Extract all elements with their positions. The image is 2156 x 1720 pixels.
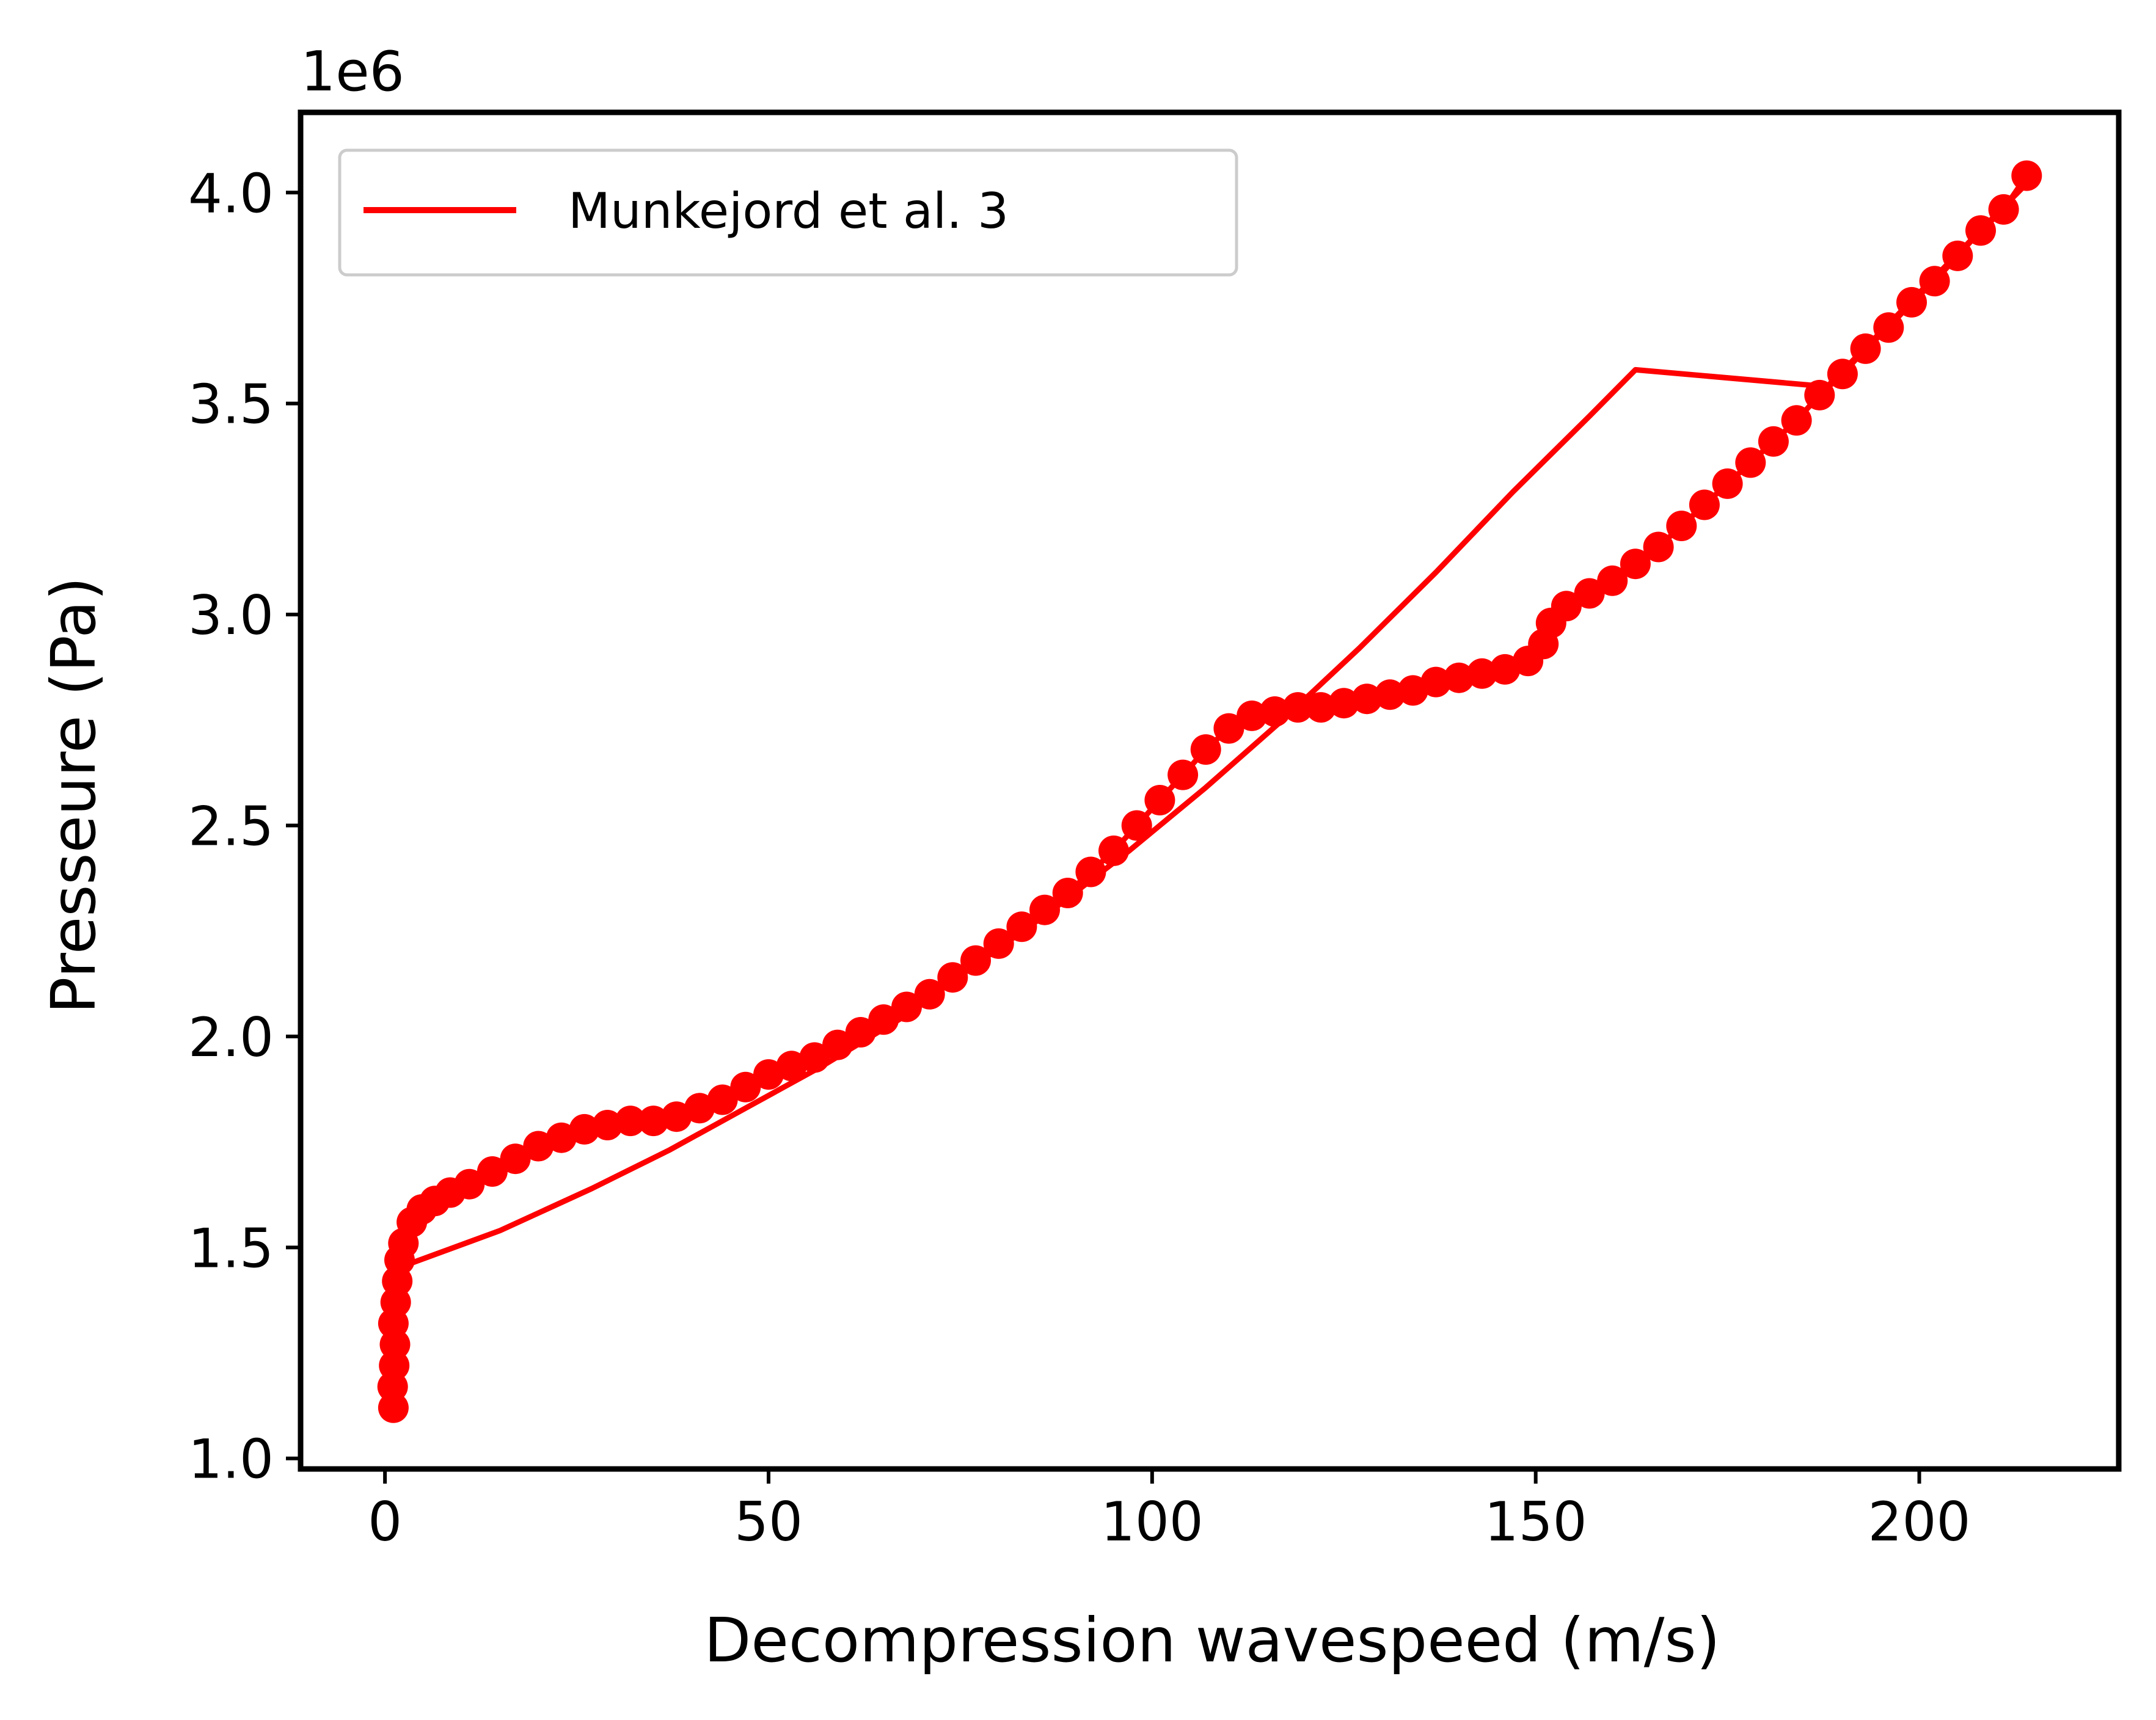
data-point <box>1397 675 1428 706</box>
data-point <box>454 1168 485 1200</box>
data-point <box>1758 426 1789 457</box>
data-point <box>1168 759 1199 790</box>
data-point <box>1029 894 1060 925</box>
data-point <box>1351 683 1383 715</box>
data-point <box>1689 489 1720 520</box>
data-point <box>1375 679 1406 710</box>
data-point <box>822 1029 853 1060</box>
data-point <box>1444 662 1475 693</box>
data-point <box>1942 240 1973 271</box>
x-tick-label: 200 <box>1868 1490 1971 1553</box>
y-tick-label: 2.0 <box>188 1006 274 1069</box>
data-point <box>1144 785 1175 815</box>
data-point <box>2011 160 2042 191</box>
data-point <box>1489 654 1521 685</box>
data-point <box>914 978 945 1010</box>
data-point <box>1735 447 1766 478</box>
data-point <box>753 1059 784 1090</box>
data-point <box>1620 548 1651 580</box>
data-point <box>523 1131 554 1162</box>
data-point <box>638 1106 669 1137</box>
data-point <box>1574 578 1605 609</box>
data-point <box>1306 692 1337 723</box>
y-tick-label: 4.0 <box>188 162 274 225</box>
data-point <box>776 1051 807 1082</box>
data-point <box>845 1017 876 1048</box>
x-tick-label: 150 <box>1485 1490 1587 1553</box>
plot-area <box>377 160 2042 1423</box>
y-offset-label: 1e6 <box>301 40 404 104</box>
data-point <box>1237 700 1268 731</box>
data-point <box>1919 266 1950 297</box>
data-point <box>661 1101 692 1132</box>
y-tick-label: 3.5 <box>188 373 274 436</box>
data-point <box>868 1004 899 1035</box>
data-point <box>1121 810 1152 841</box>
x-tick-label: 100 <box>1101 1490 1204 1553</box>
data-point <box>569 1113 600 1145</box>
y-tick-label: 3.0 <box>188 584 274 647</box>
data-point <box>1781 405 1812 436</box>
data-point <box>1190 734 1221 765</box>
x-tick-label: 50 <box>734 1490 803 1553</box>
y-tick-label: 1.5 <box>188 1217 274 1280</box>
data-point <box>592 1110 623 1140</box>
y-tick-label: 2.5 <box>188 795 274 858</box>
data-point <box>1551 591 1582 622</box>
x-tick-label: 0 <box>368 1490 402 1553</box>
data-point <box>891 991 922 1022</box>
data-point <box>1988 194 2019 225</box>
axes: 0 50 100 150 200 1.0 1.5 2.0 2.5 3.0 3.5 4.0 <box>188 109 2122 1553</box>
data-point <box>546 1122 577 1153</box>
data-point <box>1466 658 1497 689</box>
y-tick-label: 1.0 <box>188 1428 274 1491</box>
x-axis-label: Decompression wavespeed (m/s) <box>704 1605 1720 1676</box>
data-point <box>1259 696 1290 727</box>
data-point <box>1804 379 1835 410</box>
data-point <box>799 1042 830 1073</box>
data-point <box>1098 835 1129 866</box>
data-point <box>1420 666 1452 698</box>
legend-box <box>338 148 1238 277</box>
legend: Munkejord et al. 3 <box>338 148 1238 277</box>
data-point <box>983 928 1014 959</box>
data-point <box>1006 911 1037 942</box>
data-point <box>1873 312 1904 343</box>
data-point <box>1597 565 1628 596</box>
data-point <box>1965 215 1996 246</box>
data-point <box>684 1093 715 1124</box>
data-point <box>1850 333 1881 364</box>
data-point <box>937 962 968 993</box>
y-axis-label: Presseure (Pa) <box>38 577 109 1013</box>
data-point <box>1075 856 1106 887</box>
data-point <box>1213 713 1244 744</box>
plot-marks <box>377 160 2042 1423</box>
series-line-munkejord <box>393 173 2037 1272</box>
data-point <box>477 1156 508 1187</box>
data-point <box>730 1071 761 1102</box>
axes-frame <box>298 109 2122 1472</box>
data-point <box>707 1084 738 1115</box>
data-point <box>1666 511 1697 541</box>
data-point <box>615 1106 646 1137</box>
legend-entry-label: Munkejord et al. 3 <box>568 183 1009 239</box>
data-point <box>960 945 991 976</box>
data-point <box>500 1143 531 1175</box>
data-point <box>1328 688 1359 719</box>
data-point <box>1712 468 1743 499</box>
data-point <box>1643 531 1674 563</box>
data-point <box>1052 878 1083 908</box>
data-point <box>1282 692 1314 723</box>
data-point <box>1827 359 1858 390</box>
data-point <box>1896 286 1927 318</box>
